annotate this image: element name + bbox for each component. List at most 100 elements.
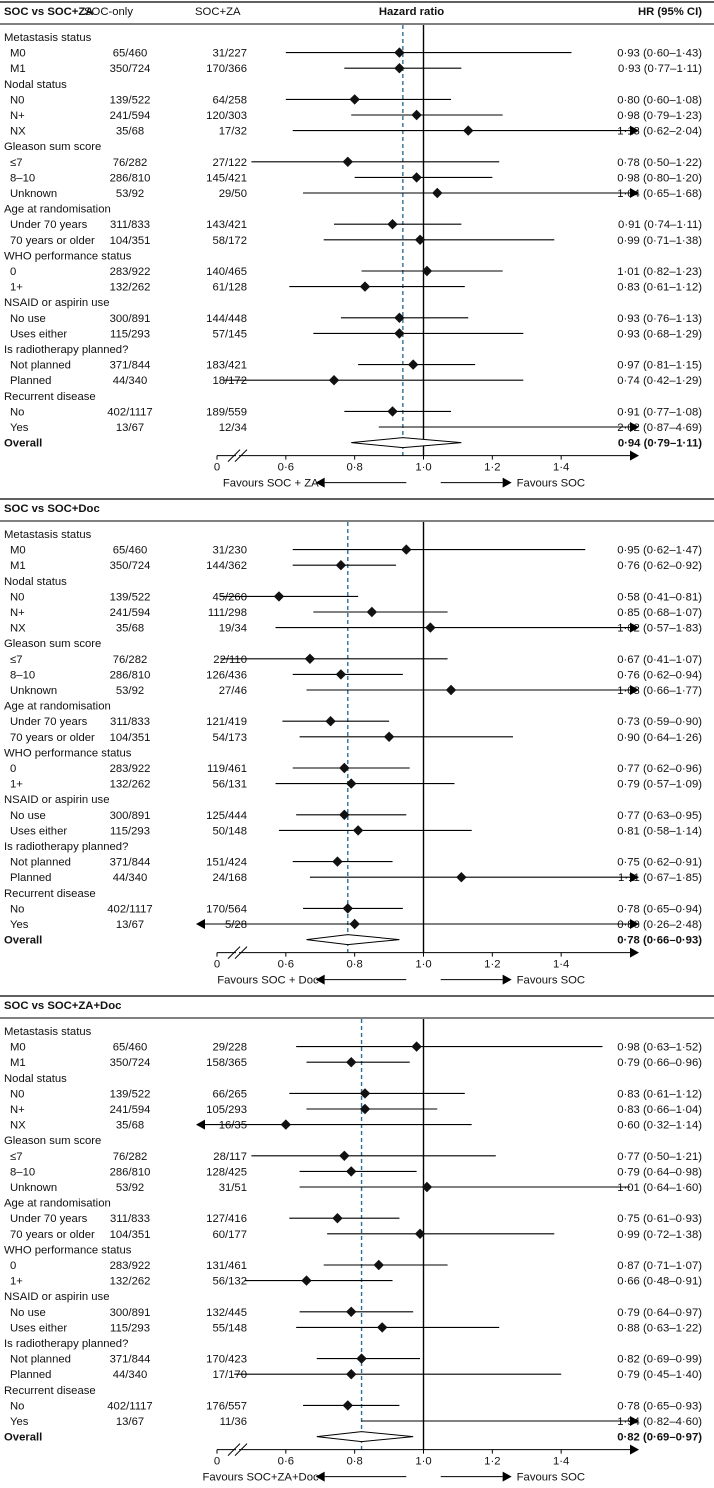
hr-ci-text: 0·99 (0·72–1·38) xyxy=(617,1229,702,1241)
soc-only-events: 53/92 xyxy=(116,1182,144,1194)
x-tick-label: 0·6 xyxy=(278,959,294,971)
hr-ci-text: 0·79 (0·57–1·09) xyxy=(617,779,702,791)
point-estimate xyxy=(325,716,336,727)
favours-left-label: Favours SOC + Doc xyxy=(217,975,319,987)
soc-only-events: 286/810 xyxy=(110,669,151,681)
hr-ci-text: 0·66 (0·48–0·91) xyxy=(617,1276,702,1288)
hr-ci-text: 0·79 (0·64–0·97) xyxy=(617,1307,702,1319)
hr-ci-text: 0·77 (0·62–0·96) xyxy=(617,763,702,775)
soc-only-events: 132/262 xyxy=(110,779,151,791)
ci-arrow-right xyxy=(630,919,639,929)
soc-arm-events: 140/465 xyxy=(206,266,247,278)
point-estimate xyxy=(332,856,343,867)
soc-only-events: 65/460 xyxy=(113,48,148,60)
row-label: Planned xyxy=(10,872,51,884)
x-tick-label: 1·4 xyxy=(553,959,569,971)
soc-only-events: 76/282 xyxy=(113,1151,148,1163)
hr-ci-text: 0·98 (0·79–1·23) xyxy=(617,110,702,122)
point-estimate xyxy=(339,762,350,774)
soc-only-events: 371/844 xyxy=(110,1354,151,1366)
point-estimate xyxy=(346,1306,357,1317)
soc-arm-events: 22/110 xyxy=(213,654,247,666)
soc-only-events: 13/67 xyxy=(116,422,144,434)
axis-break-gap xyxy=(236,454,239,457)
soc-only-events: 76/282 xyxy=(113,654,148,666)
soc-arm-events: 183/421 xyxy=(206,360,247,372)
ci-arrow-right xyxy=(630,188,639,198)
favours-right-label: Favours SOC xyxy=(517,1472,585,1484)
soc-arm-events: 170/366 xyxy=(206,63,247,75)
point-estimate xyxy=(387,406,398,417)
soc-arm-events: 126/436 xyxy=(206,669,247,681)
row-label: No xyxy=(10,903,24,915)
hr-ci-text: 0·78 (0·65–0·94) xyxy=(617,903,702,915)
soc-arm-events: 61/128 xyxy=(212,282,247,294)
soc-only-events: 283/922 xyxy=(110,266,151,278)
group-label: Is radiotherapy planned? xyxy=(4,344,128,356)
group-label: Metastasis status xyxy=(4,32,92,44)
soc-arm-events: 27/46 xyxy=(219,685,247,697)
hr-ci-text: 0·93 (0·77–1·11) xyxy=(618,63,702,75)
overall-diamond xyxy=(316,1431,414,1443)
row-label: ≤7 xyxy=(10,157,22,169)
hr-ci-text: 0·99 (0·71–1·38) xyxy=(617,235,702,247)
ci-arrow-left xyxy=(196,919,205,929)
x-tick-label: 0·8 xyxy=(347,959,363,971)
row-label: N+ xyxy=(10,110,25,122)
hr-ci-text: 0·93 (0·68–1·29) xyxy=(617,328,702,340)
x-axis-arrow xyxy=(630,947,639,958)
soc-arm-events: 189/559 xyxy=(206,406,247,418)
x-axis-arrow xyxy=(630,450,639,461)
hr-ci-text: 0·81 (0·58–1·14) xyxy=(617,825,702,837)
soc-arm-events: 143/421 xyxy=(206,219,247,231)
group-label: NSAID or aspirin use xyxy=(4,297,109,309)
soc-only-events: 241/594 xyxy=(110,110,151,122)
hr-ci-text: 0·87 (0·71–1·07) xyxy=(617,1260,702,1272)
soc-only-events: 311/833 xyxy=(110,1213,150,1225)
row-label: NX xyxy=(10,623,26,635)
header-soc-only: SOC-only xyxy=(84,6,133,18)
soc-arm-events: 31/51 xyxy=(219,1182,247,1194)
group-label: Age at randomisation xyxy=(4,1198,111,1210)
soc-arm-events: 50/148 xyxy=(212,825,247,837)
soc-arm-events: 119/461 xyxy=(207,763,247,775)
hr-ci-text: 0·83 (0·61–1·12) xyxy=(617,1088,702,1100)
hr-ci-text: 0·91 (0·77–1·08) xyxy=(617,406,702,418)
axis-break-mark xyxy=(234,1443,248,1456)
favours-right-label: Favours SOC xyxy=(517,478,585,490)
soc-only-events: 371/844 xyxy=(110,857,151,869)
row-label: 8–10 xyxy=(10,669,35,681)
soc-arm-events: 131/461 xyxy=(206,1260,247,1272)
hr-ci-text: 0·91 (0·74–1·11) xyxy=(618,219,702,231)
hr-ci-text: 0·93 (0·76–1·13) xyxy=(617,313,702,325)
point-estimate xyxy=(421,265,433,277)
row-label: Yes xyxy=(10,919,29,931)
row-label: NX xyxy=(10,126,26,138)
row-label: N+ xyxy=(10,607,25,619)
hr-ci-text: 0·60 (0·32–1·14) xyxy=(617,1120,702,1132)
point-estimate xyxy=(342,903,353,914)
group-label: Nodal status xyxy=(4,1073,67,1085)
x-tick-label: 1·0 xyxy=(415,959,431,971)
row-label: 70 years or older xyxy=(10,1229,95,1241)
point-estimate xyxy=(346,1057,357,1068)
hr-ci-text: 0·78 (0·50–1·22) xyxy=(617,157,702,169)
axis-break-mark xyxy=(234,449,248,462)
favours-left-label: Favours SOC + ZA xyxy=(223,478,319,490)
soc-arm-events: 17/170 xyxy=(212,1369,247,1381)
soc-arm-events: 151/424 xyxy=(206,857,247,869)
soc-only-events: 115/293 xyxy=(110,825,150,837)
point-estimate xyxy=(342,156,353,167)
row-label: Not planned xyxy=(10,857,71,869)
soc-arm-events: 29/50 xyxy=(219,188,247,200)
soc-arm-events: 105/293 xyxy=(206,1104,247,1116)
ci-arrow-right xyxy=(630,1416,639,1426)
soc-only-events: 35/68 xyxy=(116,126,144,138)
row-label: No use xyxy=(10,810,46,822)
point-estimate xyxy=(328,375,340,386)
favours-left-arrowhead xyxy=(315,1471,325,1482)
group-label: Age at randomisation xyxy=(4,701,111,713)
axis-break-mark xyxy=(227,946,241,959)
row-label: Planned xyxy=(10,1369,51,1381)
header-hazard-ratio: Hazard ratio xyxy=(379,6,444,18)
